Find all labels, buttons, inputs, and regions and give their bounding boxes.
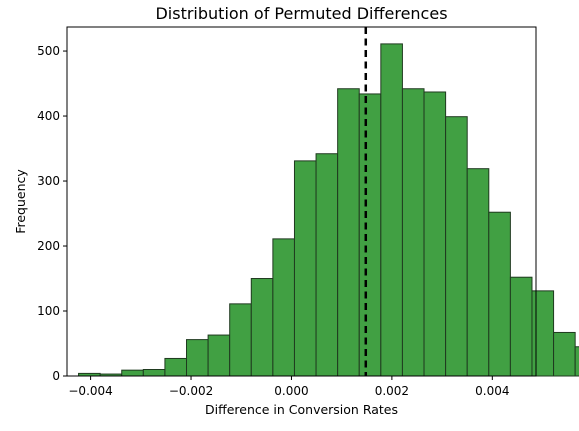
histogram-bar — [121, 369, 144, 377]
x-tick-label: −0.002 — [169, 384, 213, 398]
x-axis-ticks: −0.004 −0.002 0.000 0.002 0.004 — [68, 376, 509, 398]
histogram-bars — [78, 43, 579, 377]
histogram-bar — [509, 276, 533, 377]
histogram-bar — [272, 238, 295, 377]
histogram-bar — [207, 334, 231, 377]
histogram-bar — [380, 43, 403, 377]
histogram-bar — [186, 339, 209, 377]
histogram-bar — [315, 153, 339, 377]
x-axis-label: Difference in Conversion Rates — [205, 402, 398, 417]
y-tick-label: 500 — [37, 44, 60, 58]
histogram-bar — [401, 88, 425, 377]
histogram-bar — [423, 91, 447, 377]
histogram-bar — [229, 303, 252, 377]
x-tick-label: 0.004 — [475, 384, 509, 398]
histogram-bar — [142, 369, 166, 377]
x-tick-label: −0.004 — [68, 384, 112, 398]
histogram-bar — [250, 278, 274, 377]
histogram-bar — [164, 357, 188, 377]
histogram-bar — [358, 93, 382, 377]
y-axis-ticks: 0 100 200 300 400 500 — [37, 44, 67, 383]
y-tick-label: 0 — [52, 369, 60, 383]
y-axis-label: Frequency — [13, 169, 28, 234]
histogram-bar — [531, 290, 555, 377]
chart-title: Distribution of Permuted Differences — [155, 4, 447, 23]
x-tick-label: 0.000 — [274, 384, 308, 398]
histogram-bar — [466, 168, 490, 377]
histogram-bar — [293, 160, 317, 377]
histogram-bar — [574, 346, 579, 377]
y-tick-label: 200 — [37, 239, 60, 253]
x-tick-label: 0.002 — [375, 384, 409, 398]
y-tick-label: 300 — [37, 174, 60, 188]
histogram-bar — [337, 88, 360, 377]
plot-frame — [66, 26, 537, 377]
histogram-bar — [553, 331, 576, 377]
histogram-bar — [488, 211, 511, 377]
y-tick-label: 100 — [37, 304, 60, 318]
y-tick-label: 400 — [37, 109, 60, 123]
histogram-bar — [445, 116, 468, 377]
